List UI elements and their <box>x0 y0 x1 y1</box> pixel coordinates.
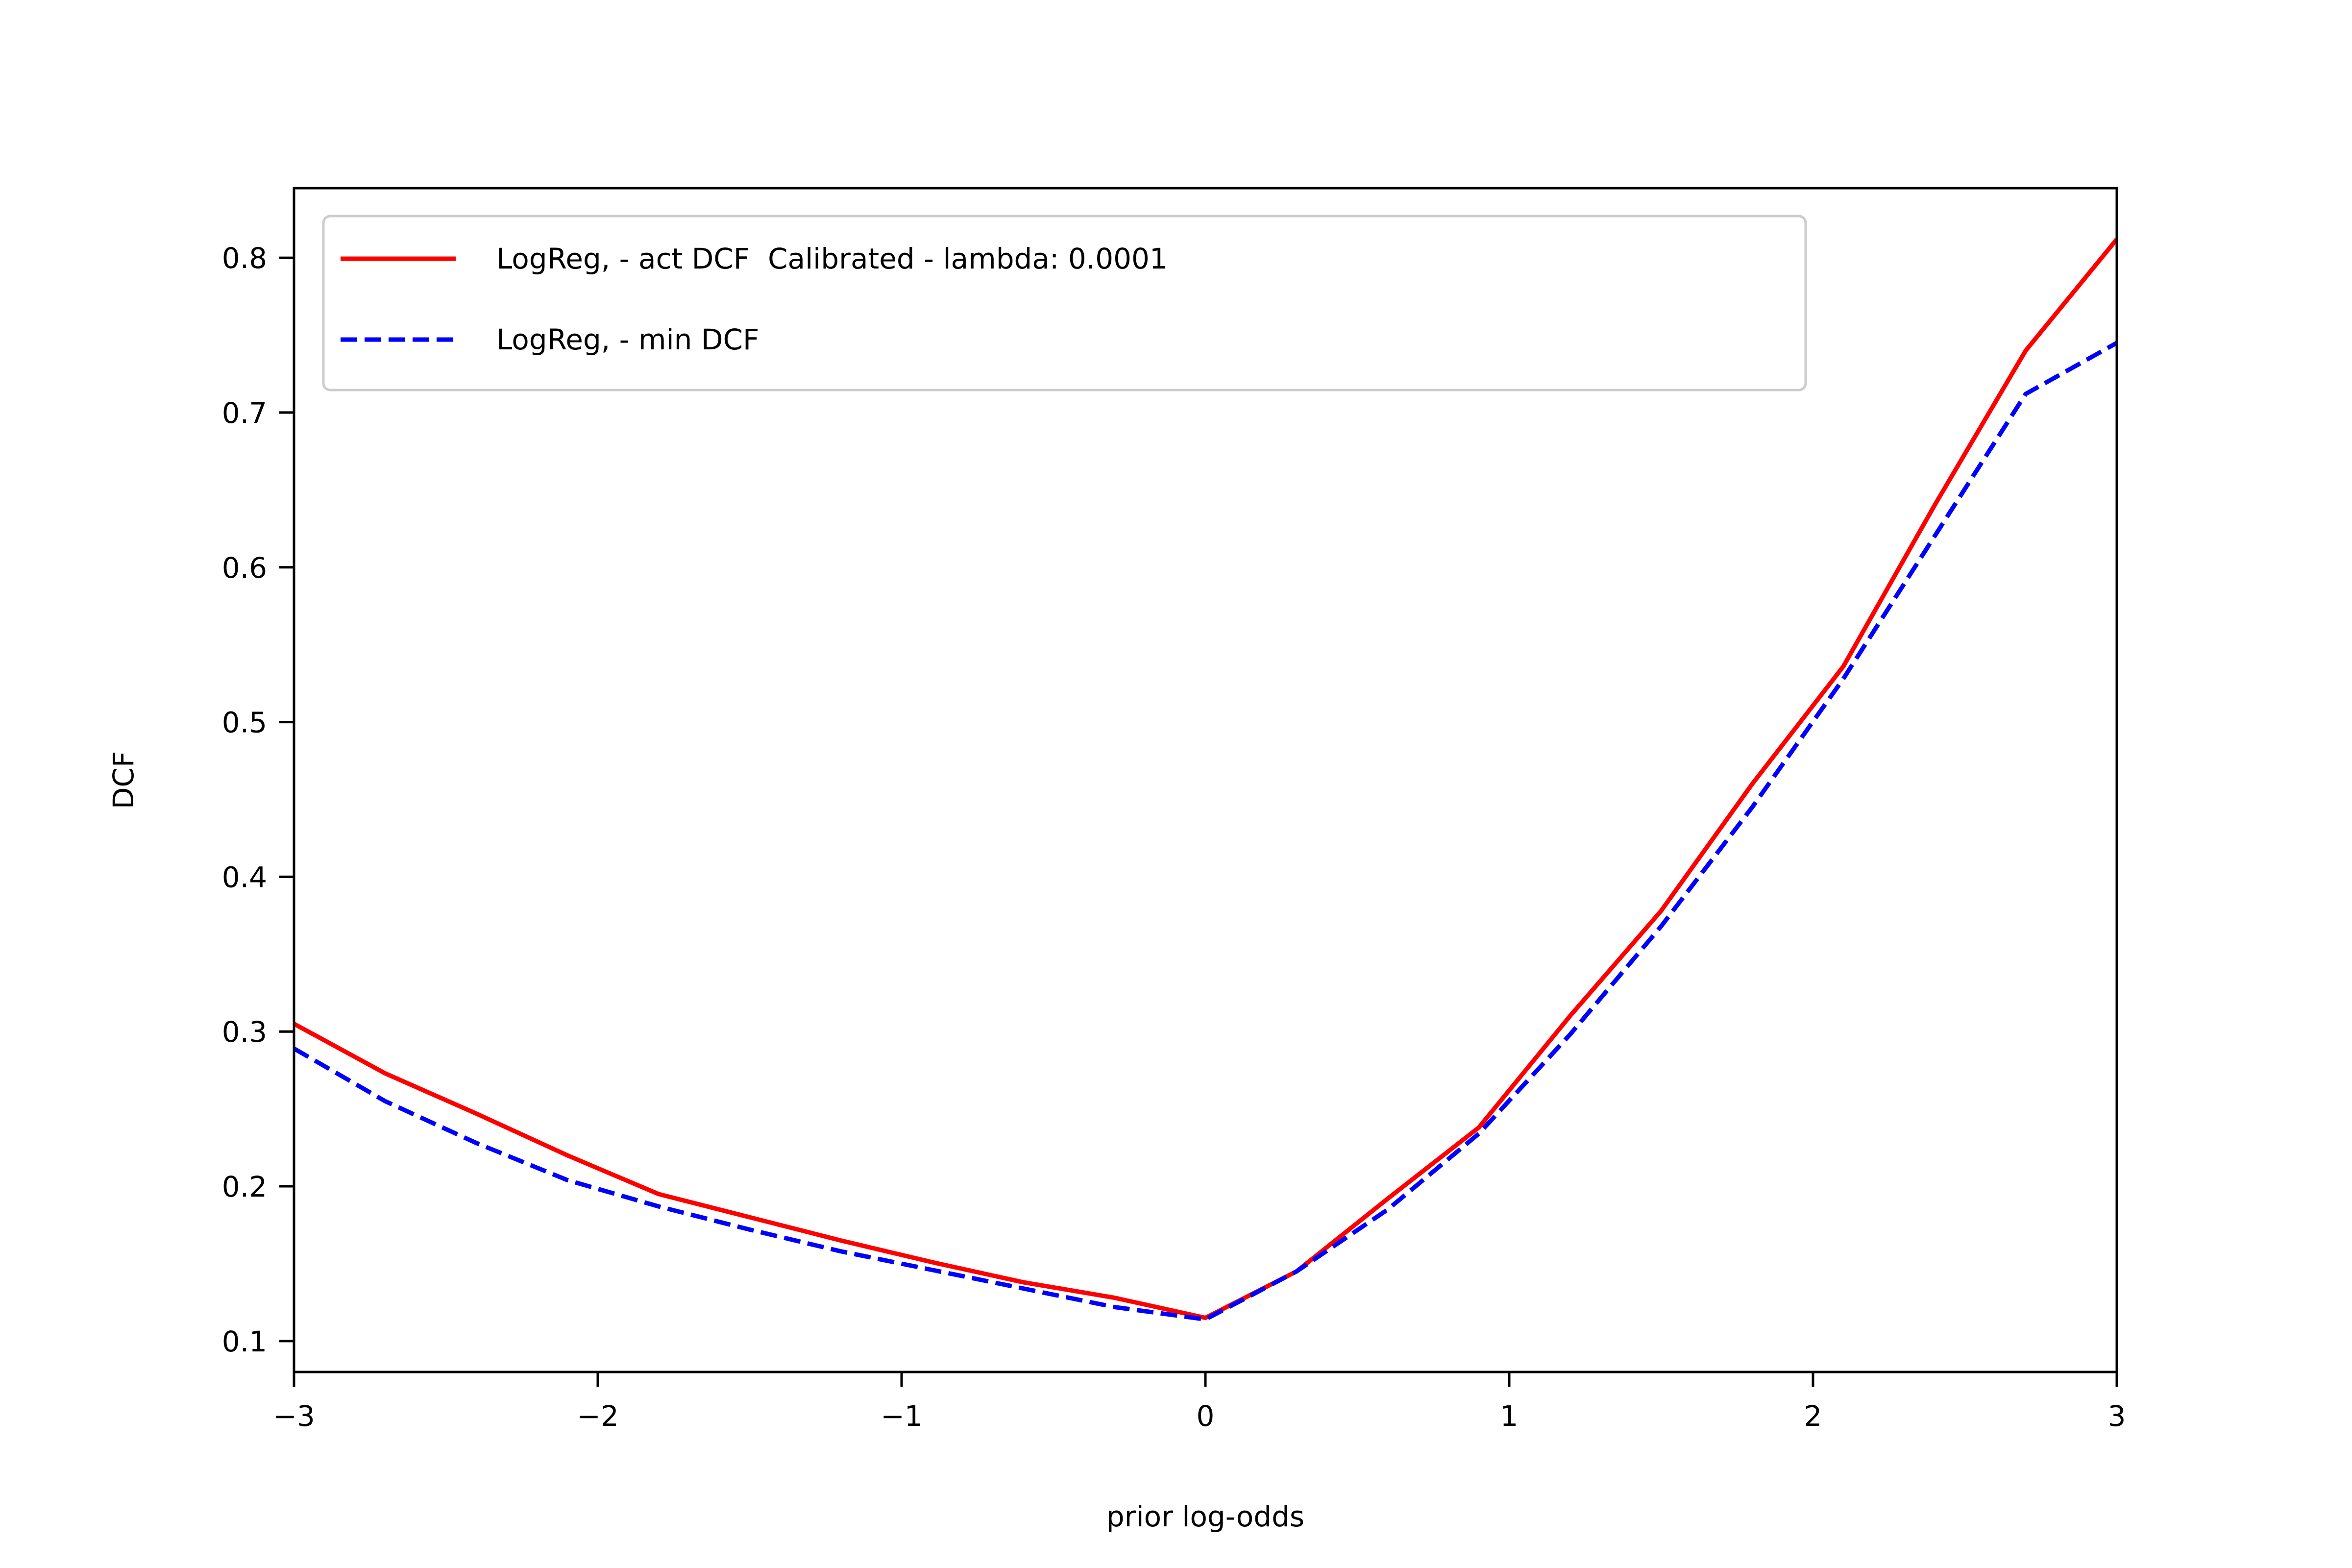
series-layer <box>294 238 2117 1322</box>
legend: LogReg, - act DCF Calibrated - lambda: 0… <box>322 215 1807 392</box>
x-tick-label: −3 <box>273 1399 315 1433</box>
y-tick-label: 0.5 <box>222 706 267 739</box>
x-tick-label: 2 <box>1804 1399 1822 1433</box>
legend-label-act-dcf: LogReg, - act DCF Calibrated - lambda: 0… <box>496 242 1168 275</box>
x-axis-label: prior log-odds <box>1106 1500 1304 1533</box>
y-tick-label: 0.3 <box>222 1015 267 1049</box>
x-tick-label: −2 <box>577 1399 619 1433</box>
y-tick-label: 0.2 <box>222 1170 267 1203</box>
y-tick-label: 0.6 <box>222 551 267 585</box>
y-tick-label: 0.7 <box>222 396 267 430</box>
x-tick-label: 1 <box>1500 1399 1519 1433</box>
legend-label-min-dcf: LogReg, - min DCF <box>496 323 759 356</box>
ticks-layer: −3 −2 −1 0 1 2 3 0.1 0.2 0.3 0.4 0.5 0.6 0.7 0.8 <box>222 242 2126 1433</box>
y-axis-label: DCF <box>107 751 140 809</box>
x-tick-label: 0 <box>1197 1399 1215 1433</box>
x-tick-label: 3 <box>2108 1399 2126 1433</box>
y-tick-label: 0.8 <box>222 242 267 275</box>
y-tick-label: 0.4 <box>222 860 267 894</box>
y-tick-label: 0.1 <box>222 1325 267 1358</box>
x-tick-label: −1 <box>881 1399 923 1433</box>
series-line-act-dcf <box>294 238 2117 1320</box>
legend-box <box>322 215 1807 392</box>
